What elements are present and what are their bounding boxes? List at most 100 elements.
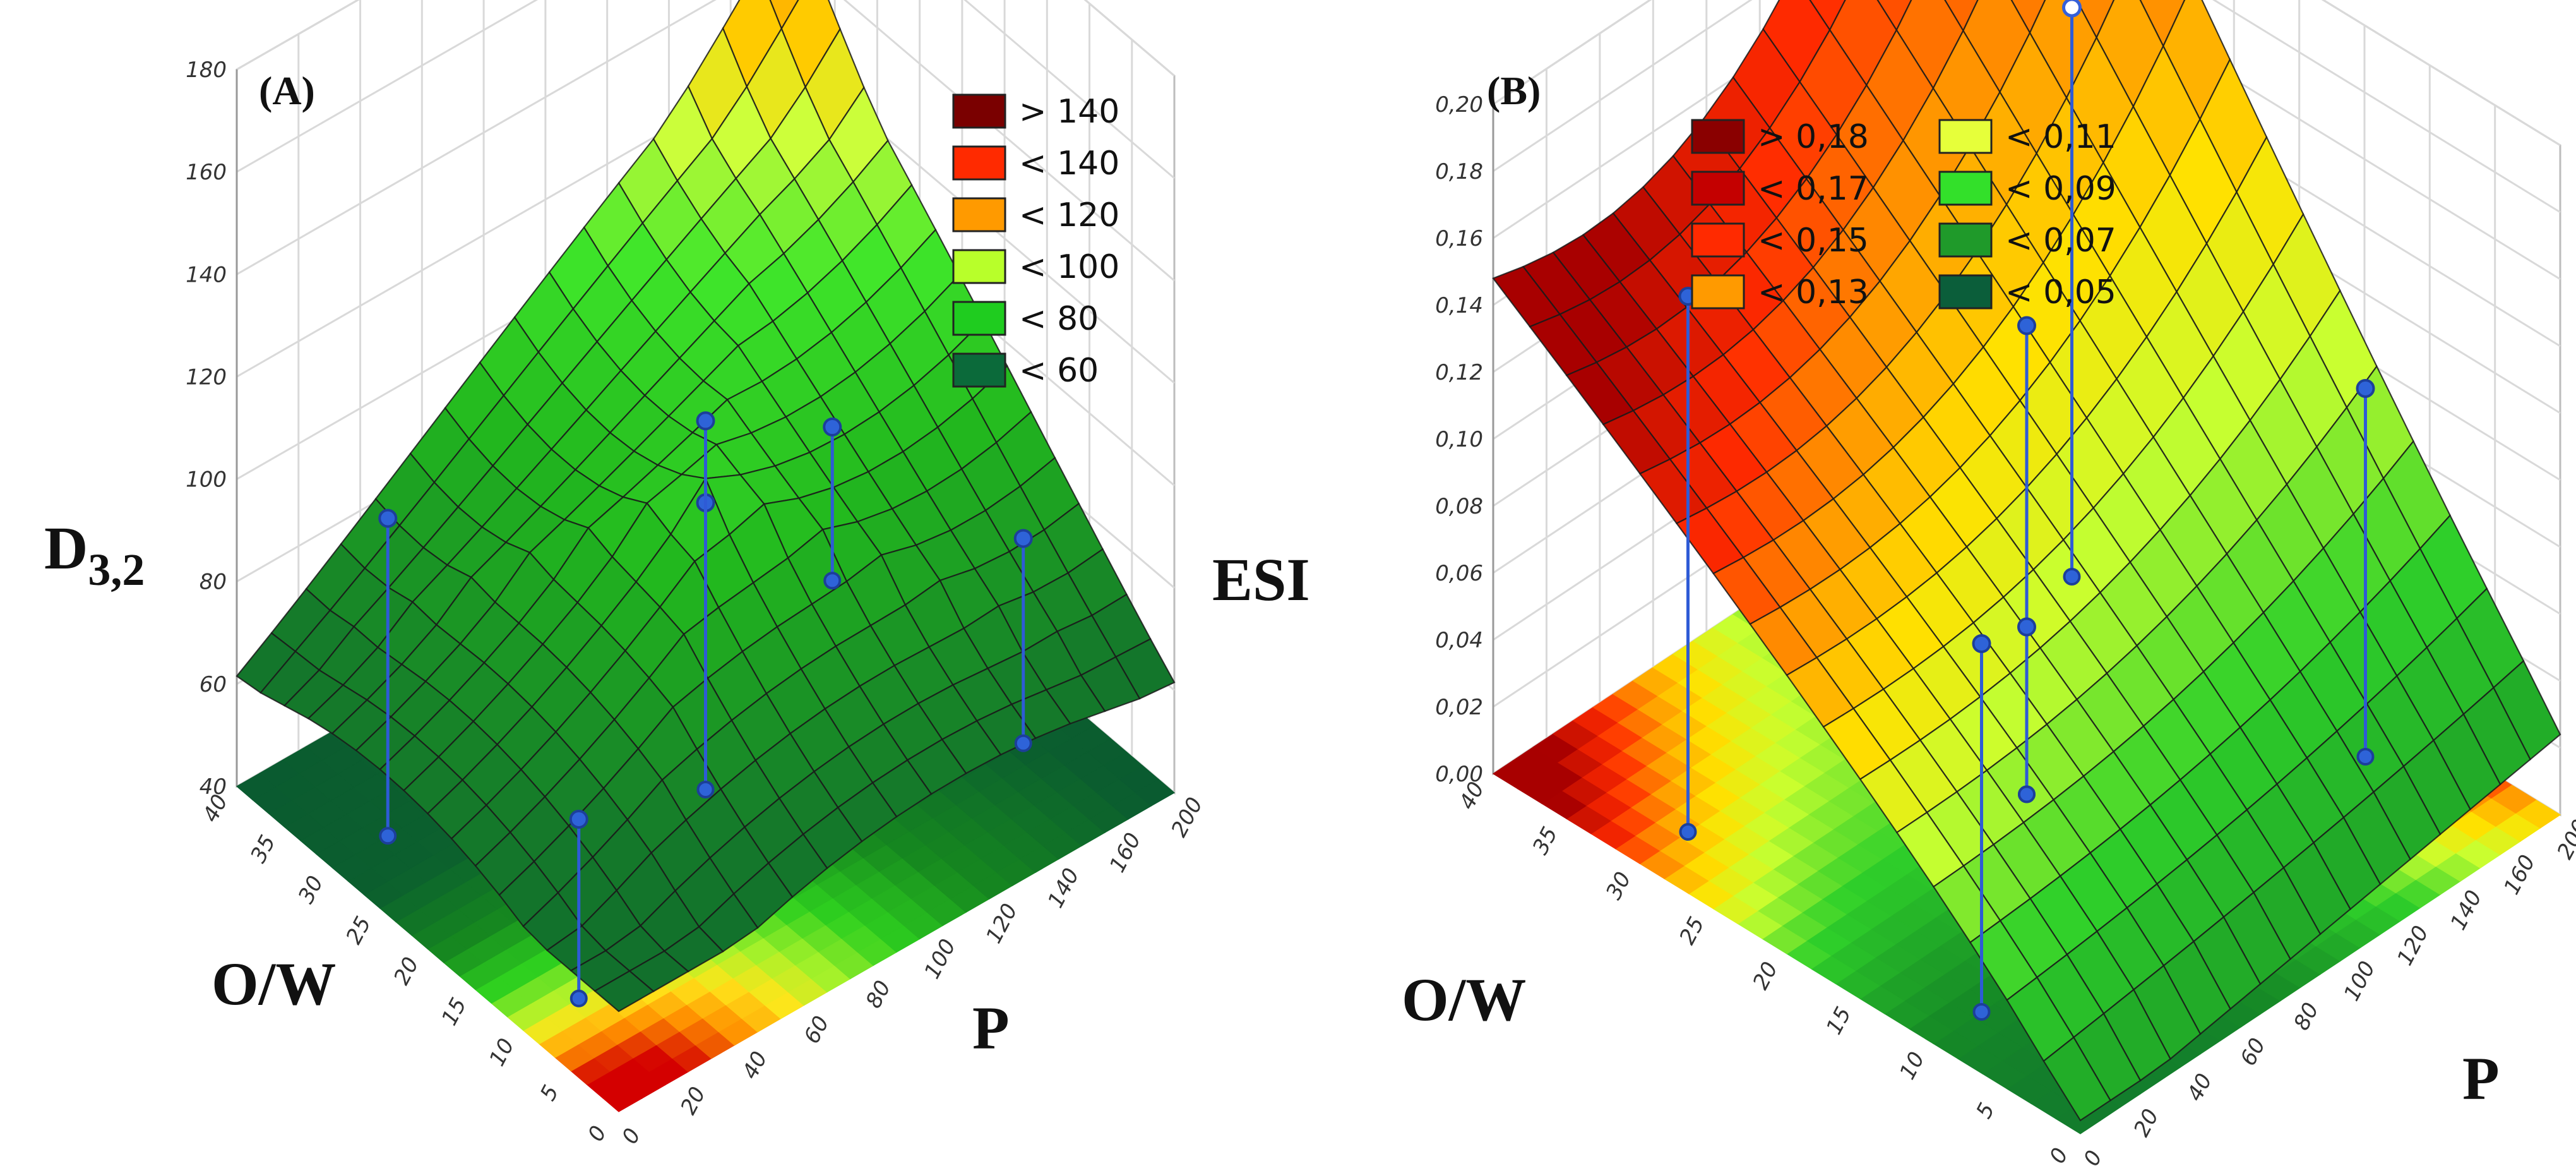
x-tick-label: 60	[799, 1012, 835, 1048]
legend-label: < 0,15	[1758, 222, 1869, 260]
z-tick-label: 0,10	[1435, 427, 1483, 452]
legend-label: < 0,13	[1758, 273, 1869, 311]
surface-cell	[2042, 1036, 2111, 1122]
z-axis-title: D3,2	[44, 514, 145, 595]
z-tick-label: 100	[186, 467, 227, 493]
surface-cell	[1809, 0, 1846, 32]
z-tick-label: 0,18	[1435, 159, 1483, 184]
z-tick-label: 60	[200, 672, 227, 697]
y-tick-label: 0	[583, 1122, 612, 1146]
y-tick-label: 20	[389, 953, 424, 989]
data-point-floor	[1679, 823, 1697, 841]
x-tick-label: 20	[676, 1083, 711, 1119]
z-tick-label: 0,20	[1435, 92, 1483, 117]
data-point	[378, 508, 398, 528]
legend-swatch	[1691, 222, 1745, 258]
data-point-floor	[823, 572, 842, 590]
data-point-floor	[2018, 785, 2036, 803]
legend-label: < 80	[1019, 300, 1099, 338]
y-tick-label: 15	[1822, 1003, 1857, 1039]
x-tick-label: 40	[737, 1047, 773, 1083]
data-point-floor	[379, 827, 397, 845]
z-axis-title-main: ESI	[1212, 546, 1310, 613]
legend-swatch	[1938, 274, 1993, 310]
y-tick-label: 10	[484, 1035, 520, 1071]
panel-label: (A)	[259, 68, 315, 113]
z-tick-label: 0,14	[1435, 293, 1483, 318]
data-point-floor	[1014, 734, 1032, 752]
data-point	[2017, 316, 2036, 335]
legend-swatch	[952, 197, 1006, 232]
x-axis-title: P	[972, 994, 1010, 1062]
z-tick-label: 0,02	[1435, 695, 1483, 720]
x-tick-label: 60	[2236, 1034, 2271, 1070]
y-tick-label: 5	[535, 1081, 564, 1105]
z-tick-label: 40	[200, 774, 227, 800]
surface-mesh	[1492, 0, 2561, 1122]
x-tick-label: 80	[2289, 999, 2324, 1035]
z-axis-title-sub: 3,2	[88, 544, 145, 595]
z-tick-label: 80	[200, 570, 227, 595]
legend-label: > 0,18	[1758, 118, 1869, 156]
legend-swatch	[1691, 119, 1745, 154]
legend-swatch	[1938, 171, 1993, 206]
x-tick-label: 40	[2182, 1069, 2217, 1105]
legend-swatch	[952, 352, 1006, 388]
y-tick-label: 35	[246, 831, 281, 867]
y-tick-label: 10	[1895, 1048, 1930, 1084]
legend-swatch	[952, 301, 1006, 336]
panel-label: (B)	[1487, 68, 1541, 113]
data-point-floor	[2063, 568, 2081, 586]
x-tick-label: 200	[2552, 815, 2576, 863]
data-point	[1972, 634, 1991, 653]
surface-cell	[1876, 0, 1912, 32]
x-tick-label: 160	[2499, 851, 2541, 899]
data-point-floor	[569, 989, 588, 1007]
legend-label: < 100	[1019, 248, 1119, 286]
x-tick-label: 100	[919, 935, 961, 983]
surface-cell	[1944, 0, 1979, 32]
z-tick-label: 0,08	[1435, 494, 1483, 519]
legend-label: < 60	[1019, 352, 1099, 390]
z-tick-label: 0,00	[1435, 762, 1483, 787]
legend-label: < 0,11	[2005, 118, 2116, 156]
data-point-floor	[1972, 1003, 1991, 1021]
z-axis-title: ESI	[1212, 546, 1310, 613]
data-point	[696, 411, 715, 431]
legend-label: < 0,17	[1758, 170, 1869, 208]
x-tick-label: 120	[2392, 922, 2434, 970]
z-tick-label: 120	[186, 364, 227, 390]
x-tick-label: 200	[1166, 793, 1208, 841]
x-tick-label: 80	[861, 977, 897, 1013]
x-tick-label: 0	[617, 1124, 646, 1148]
legend-swatch	[952, 93, 1006, 129]
legend-swatch	[1938, 119, 1993, 154]
data-point	[2017, 617, 2036, 637]
surface-cell	[2075, 0, 2115, 39]
surface-cell	[2010, 0, 2046, 35]
z-tick-label: 140	[186, 262, 227, 287]
y-tick-label: 5	[1971, 1099, 2000, 1123]
y-tick-label: 30	[1601, 868, 1637, 904]
x-tick-label: 140	[1043, 864, 1085, 912]
surface-cell	[593, 970, 655, 1013]
chart-b: 0,00 0,02 0,04 0,06 0,08 0,10 0,12 0,14 0,16 0,18…	[1212, 0, 2576, 1166]
y-tick-label: 25	[341, 912, 376, 948]
z-tick-label: 160	[186, 160, 227, 185]
x-tick-label: 0	[2079, 1146, 2108, 1166]
data-point-floor	[2356, 748, 2375, 766]
surface-mesh	[236, 0, 1176, 1013]
x-axis-title: P	[2462, 1045, 2500, 1112]
legend-label: < 0,05	[2005, 273, 2116, 311]
data-point	[2356, 379, 2375, 398]
legend-swatch	[1691, 274, 1745, 310]
z-tick-label: 0,04	[1435, 628, 1483, 653]
data-point	[1013, 529, 1033, 548]
legend-label: < 0,09	[2005, 170, 2116, 208]
y-axis-title: O/W	[1402, 966, 1526, 1033]
data-point	[823, 418, 842, 437]
data-point	[569, 810, 588, 829]
z-tick-label: 180	[186, 57, 227, 83]
y-tick-label: 30	[294, 872, 329, 908]
